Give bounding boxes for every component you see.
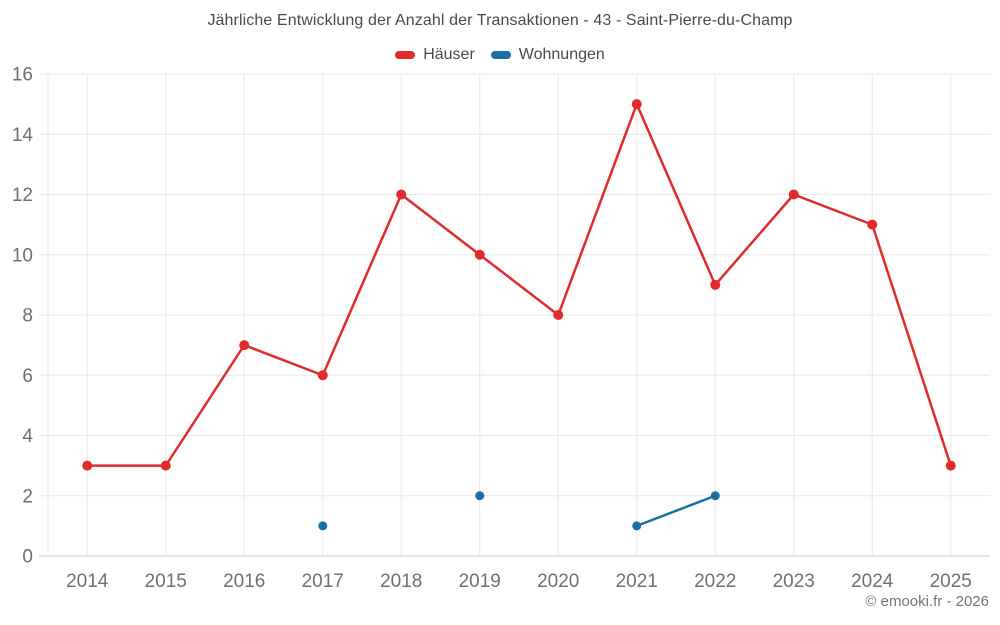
- svg-text:2014: 2014: [66, 571, 109, 592]
- svg-text:2016: 2016: [223, 571, 265, 592]
- svg-text:4: 4: [22, 426, 33, 447]
- svg-text:6: 6: [22, 366, 33, 387]
- svg-text:16: 16: [12, 65, 33, 86]
- chart-title: Jährliche Entwicklung der Anzahl der Tra…: [207, 12, 793, 29]
- svg-text:10: 10: [12, 245, 33, 266]
- svg-text:2015: 2015: [145, 571, 187, 592]
- copyright-notice: © emooki.fr - 2026: [865, 593, 989, 610]
- svg-text:2018: 2018: [380, 571, 422, 592]
- svg-text:12: 12: [12, 185, 33, 206]
- svg-text:2023: 2023: [773, 571, 815, 592]
- svg-text:2: 2: [22, 486, 33, 507]
- chart-legend: Häuser Wohnungen: [0, 46, 1000, 64]
- legend-label-haeuser: Häuser: [423, 46, 475, 63]
- legend-item-wohnungen[interactable]: Wohnungen: [490, 46, 605, 64]
- svg-text:2025: 2025: [930, 571, 972, 592]
- svg-text:2017: 2017: [302, 571, 344, 592]
- svg-text:2022: 2022: [694, 571, 736, 592]
- svg-text:8: 8: [22, 306, 33, 327]
- haeuser-series-swatch-icon: [395, 51, 416, 59]
- wohnungen-series-swatch-icon: [490, 51, 511, 59]
- svg-text:2020: 2020: [537, 571, 579, 592]
- svg-text:0: 0: [22, 547, 33, 568]
- legend-label-wohnungen: Wohnungen: [518, 46, 605, 63]
- svg-text:2021: 2021: [616, 571, 658, 592]
- svg-text:14: 14: [12, 125, 34, 146]
- legend-item-haeuser[interactable]: Häuser: [395, 46, 475, 64]
- svg-text:2019: 2019: [459, 571, 501, 592]
- svg-text:2024: 2024: [851, 571, 894, 592]
